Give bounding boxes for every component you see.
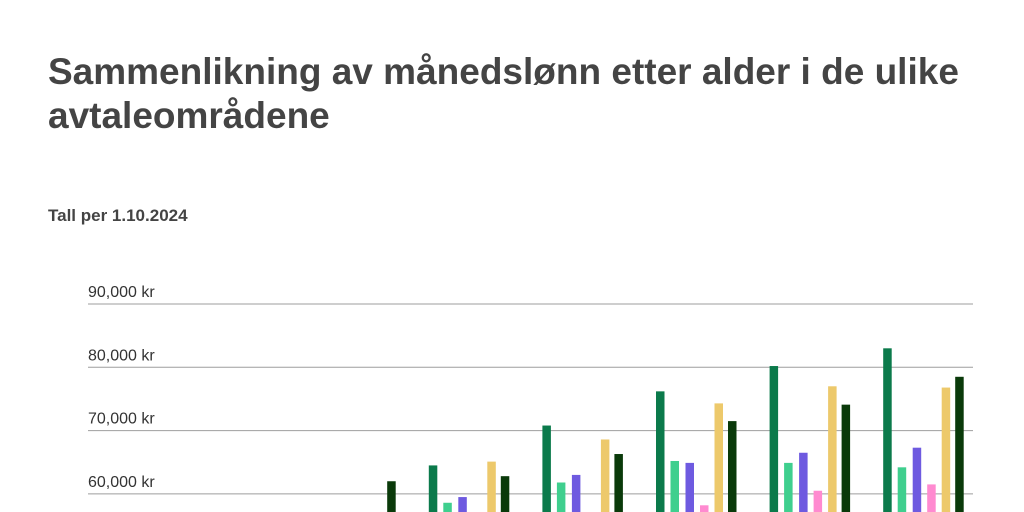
bar (941, 387, 951, 512)
bar (571, 474, 581, 512)
bar (656, 391, 665, 512)
bar (428, 465, 438, 512)
y-tick-label: 60,000 kr (88, 474, 155, 491)
bar (883, 348, 892, 512)
bar (955, 376, 964, 512)
chart-subtitle: Tall per 1.10.2024 (48, 206, 188, 225)
bar (700, 505, 709, 512)
bar (828, 386, 837, 512)
bar (912, 447, 922, 512)
bar (614, 454, 623, 512)
bar (670, 460, 679, 512)
bar (799, 452, 808, 512)
chart-title: Sammenlikning av månedslønn etter alder … (48, 51, 959, 136)
bar (487, 461, 496, 512)
bar (500, 476, 510, 512)
bar (714, 403, 723, 512)
bar (728, 421, 737, 512)
y-tick-label: 90,000 kr (88, 284, 155, 301)
gridlines (88, 303, 973, 495)
y-axis-tick-labels: 60,000 kr 70,000 kr 80,000 kr 90,000 kr (88, 284, 155, 491)
bar (542, 425, 551, 512)
bar (556, 482, 566, 512)
bar (813, 490, 823, 512)
bar (927, 484, 936, 512)
bars (387, 348, 964, 512)
bar (600, 439, 610, 512)
bar (784, 462, 793, 512)
y-tick-label: 80,000 kr (88, 347, 155, 364)
bar (458, 497, 467, 512)
bar (387, 481, 396, 512)
bar (769, 366, 779, 512)
bar (841, 404, 851, 512)
bar (443, 502, 452, 512)
bar (685, 462, 694, 512)
bar (897, 467, 907, 512)
y-tick-label: 70,000 kr (88, 411, 155, 428)
